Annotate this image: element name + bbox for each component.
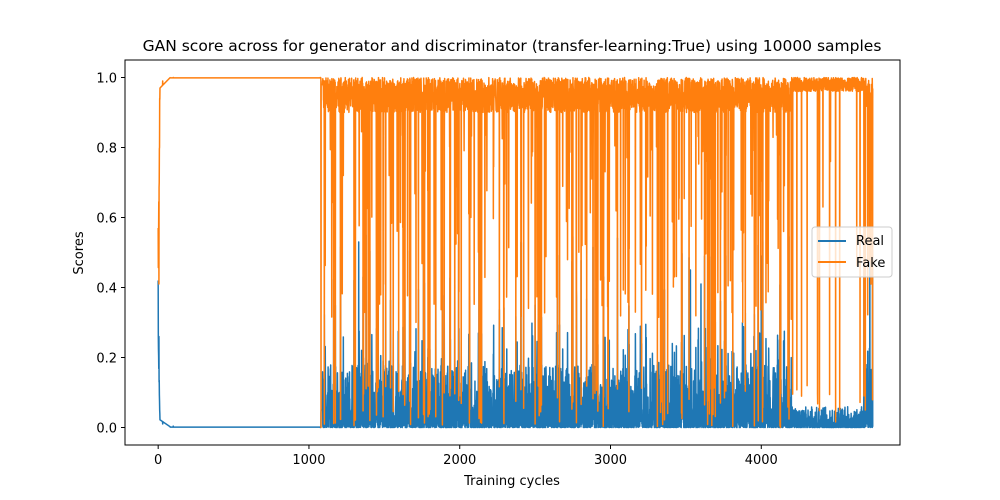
y-tick-label: 0.4 bbox=[96, 282, 117, 297]
x-tick-label: 0 bbox=[154, 453, 162, 468]
x-tick-label: 4000 bbox=[745, 453, 778, 468]
x-tick-label: 2000 bbox=[443, 453, 476, 468]
series-line-fake bbox=[157, 76, 874, 429]
x-axis: 0 1000 2000 3000 4000 bbox=[154, 445, 778, 468]
y-axis: 0.0 0.2 0.4 0.6 0.8 1.0 bbox=[96, 72, 125, 437]
plot-frame bbox=[124, 59, 901, 446]
chart-title: GAN score across for generator and discr… bbox=[143, 37, 882, 55]
legend-real-label: Real bbox=[856, 234, 884, 249]
x-tick-label: 1000 bbox=[292, 453, 325, 468]
series-layer bbox=[157, 76, 874, 429]
legend: Real Fake bbox=[811, 226, 893, 278]
legend-box bbox=[811, 226, 893, 278]
y-axis-label: Scores bbox=[72, 231, 87, 274]
x-tick-label: 3000 bbox=[594, 453, 627, 468]
y-tick-label: 1.0 bbox=[96, 72, 117, 87]
y-tick-label: 0.6 bbox=[96, 212, 117, 227]
legend-fake-label: Fake bbox=[856, 256, 885, 271]
y-tick-label: 0.2 bbox=[96, 352, 117, 367]
y-tick-label: 0.0 bbox=[96, 422, 117, 437]
y-tick-label: 0.8 bbox=[96, 142, 117, 157]
x-axis-label: Training cycles bbox=[463, 474, 560, 489]
